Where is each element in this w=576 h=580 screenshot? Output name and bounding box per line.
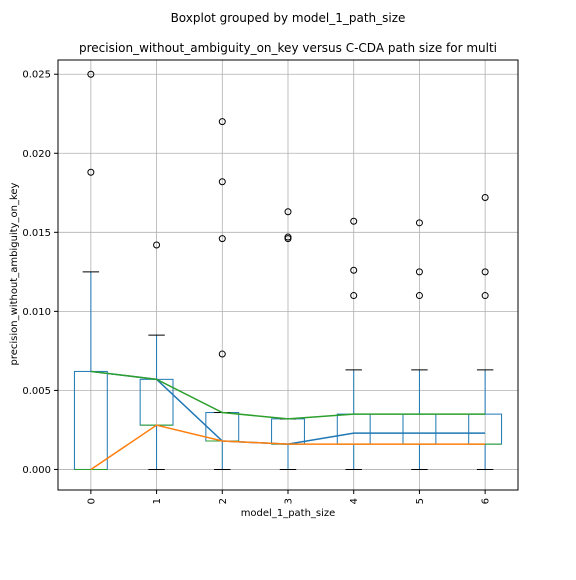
series-line-3: [90, 370, 486, 420]
x-axis-label: model_1_path_size: [241, 508, 336, 519]
outlier-point: [481, 268, 489, 276]
outlier-point: [415, 292, 423, 300]
outlier-point: [481, 194, 489, 202]
x-tick-label: 3: [284, 498, 295, 504]
outlier-point: [415, 268, 423, 276]
chart-suptitle: Boxplot grouped by model_1_path_size: [171, 11, 406, 25]
outlier-point: [87, 168, 95, 176]
x-tick-label: 4: [349, 498, 360, 504]
outlier-point: [284, 208, 292, 216]
series-line-2: [90, 424, 486, 471]
y-tick-label: 0.015: [22, 228, 51, 239]
outlier-point: [87, 70, 95, 78]
y-tick-label: 0.020: [22, 149, 51, 160]
x-tick-label: 2: [218, 498, 229, 504]
outlier-point: [218, 118, 226, 126]
outlier-point: [350, 292, 358, 300]
outlier-point: [350, 217, 358, 225]
x-tick-label: 1: [152, 498, 163, 504]
outlier-point: [284, 233, 292, 241]
outlier-point: [153, 241, 161, 249]
chart-title: precision_without_ambiguity_on_key versu…: [79, 41, 497, 55]
outlier-point: [218, 350, 226, 358]
x-tick-label: 0: [86, 498, 97, 504]
y-tick-label: 0.010: [22, 307, 51, 318]
y-tick-label: 0.005: [22, 386, 51, 397]
x-tick-label: 5: [415, 498, 426, 504]
y-axis-label: precision_without_ambiguity_on_key: [9, 182, 20, 365]
y-tick-label: 0.000: [22, 465, 51, 476]
outlier-point: [218, 178, 226, 186]
x-tick-label: 6: [481, 498, 492, 504]
outlier-point: [350, 266, 358, 274]
outlier-point: [481, 292, 489, 300]
outlier-point: [415, 219, 423, 227]
outlier-point: [218, 235, 226, 243]
y-tick-label: 0.025: [22, 70, 51, 81]
